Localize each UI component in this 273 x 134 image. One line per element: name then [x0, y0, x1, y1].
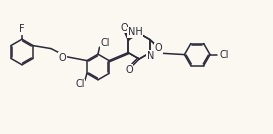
Text: O: O [155, 43, 162, 53]
Text: O: O [59, 53, 66, 63]
Text: Cl: Cl [100, 38, 110, 48]
Text: Cl: Cl [75, 79, 85, 89]
Text: F: F [19, 24, 25, 34]
Text: NH: NH [128, 27, 143, 37]
Text: O: O [120, 23, 128, 33]
Text: Cl: Cl [219, 50, 229, 60]
Text: N: N [147, 51, 154, 61]
Text: O: O [125, 64, 133, 75]
